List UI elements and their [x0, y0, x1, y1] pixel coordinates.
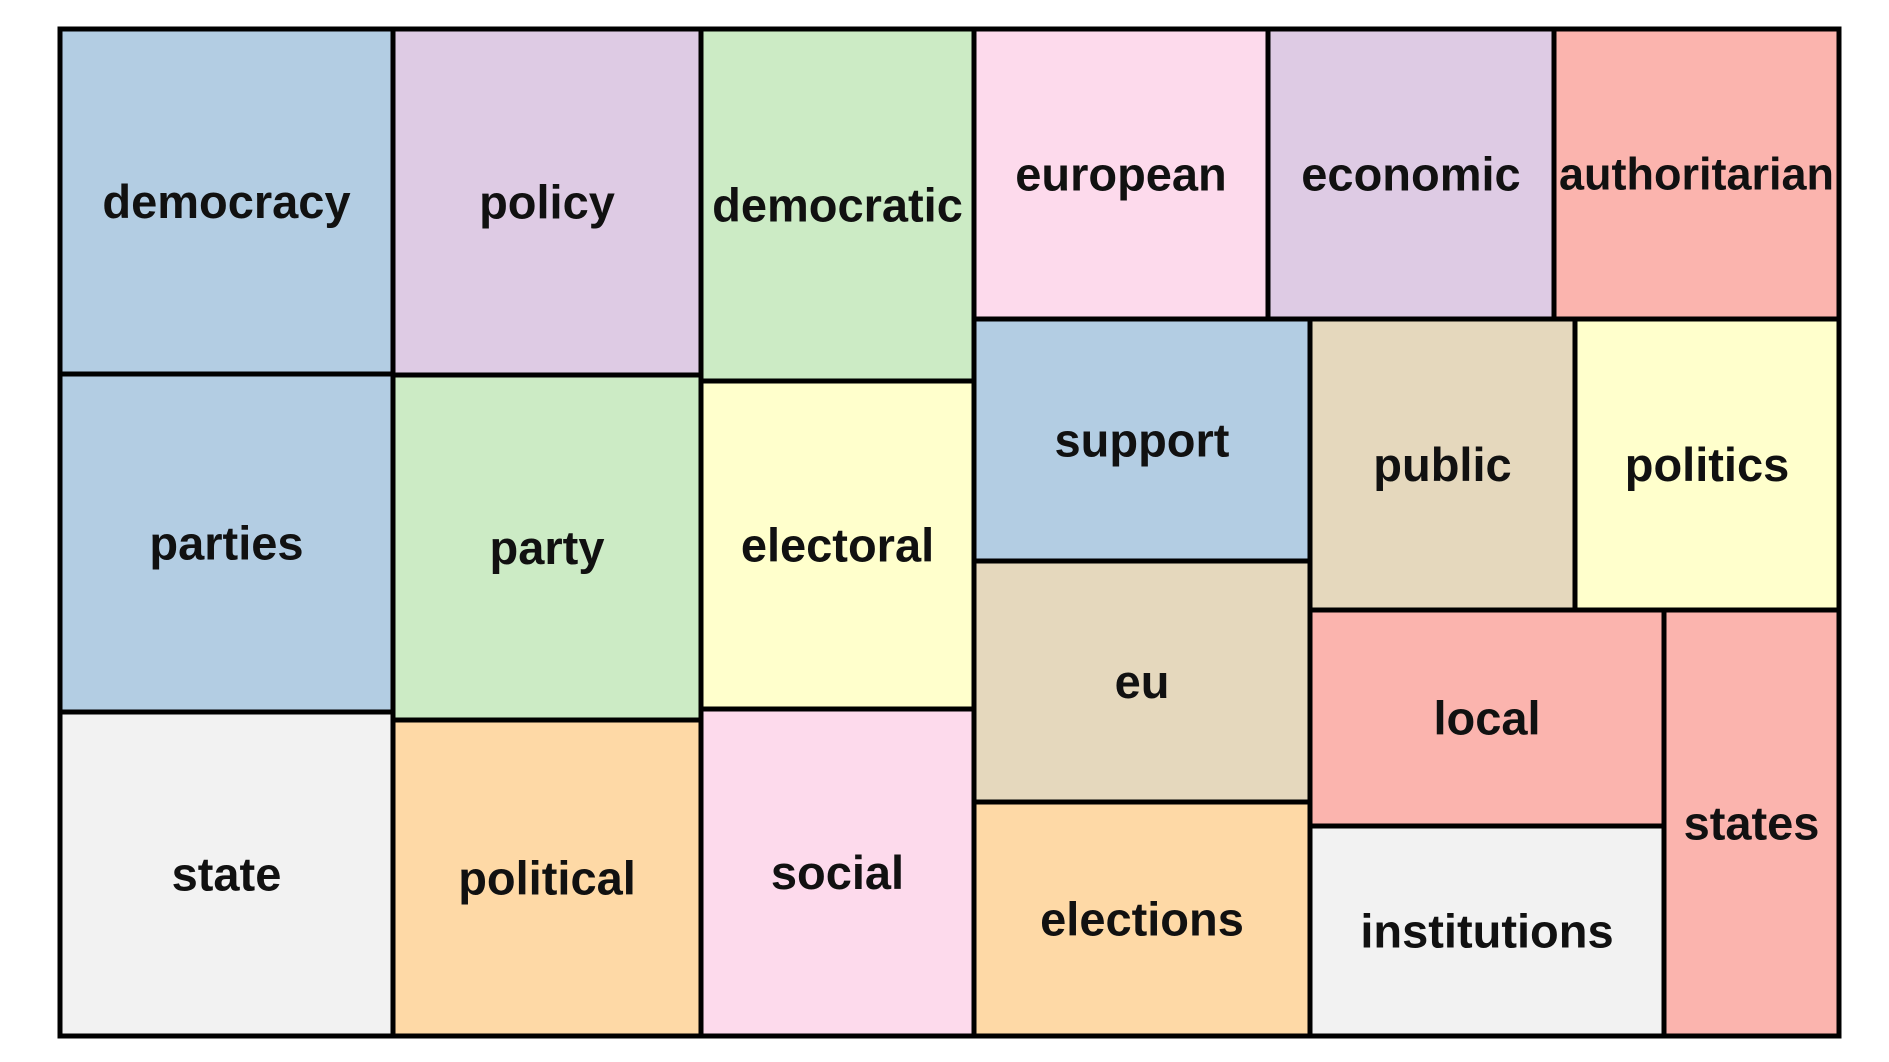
treemap-label-democratic: democratic	[712, 179, 963, 232]
treemap-cell-local	[1307, 607, 1667, 829]
treemap-cell-european	[971, 26, 1271, 322]
treemap-outer-border	[57, 26, 1842, 1039]
treemap-cell-democracy	[57, 26, 396, 377]
treemap-label-political: political	[458, 852, 636, 905]
treemap-cell-policy	[390, 26, 704, 378]
treemap-label-local: local	[1433, 692, 1540, 745]
treemap-label-social: social	[771, 846, 904, 899]
treemap-label-public: public	[1373, 438, 1511, 491]
treemap-label-state: state	[172, 848, 282, 901]
treemap-cell-institutions	[1307, 823, 1667, 1039]
treemap-label-authoritarian: authoritarian	[1559, 149, 1834, 200]
treemap-label-democracy: democracy	[102, 175, 350, 228]
treemap-cell-electoral	[698, 378, 977, 712]
treemap-cell-elections	[971, 799, 1313, 1039]
treemap-cell-state	[57, 709, 396, 1039]
treemap-cell-political	[390, 717, 704, 1039]
treemap-cell-states	[1661, 607, 1842, 1039]
treemap-cell-authoritarian	[1551, 26, 1842, 322]
treemap-label-electoral: electoral	[741, 519, 934, 572]
treemap-cell-public	[1307, 316, 1578, 613]
treemap-label-policy: policy	[479, 176, 615, 229]
treemap-label-eu: eu	[1115, 655, 1170, 708]
treemap-cell-eu	[971, 558, 1313, 805]
treemap-label-support: support	[1055, 414, 1230, 467]
treemap-label-politics: politics	[1625, 438, 1790, 491]
treemap-label-institutions: institutions	[1360, 905, 1613, 958]
treemap-label-states: states	[1684, 797, 1820, 850]
treemap-cells: democracy parties state policy party politica…	[57, 26, 1842, 1039]
treemap-label-elections: elections	[1040, 893, 1244, 946]
treemap-label-economic: economic	[1301, 148, 1520, 201]
treemap-label-parties: parties	[149, 517, 303, 570]
treemap-label-european: european	[1015, 148, 1227, 201]
treemap-cell-parties	[57, 371, 396, 715]
treemap-label-party: party	[490, 521, 605, 574]
